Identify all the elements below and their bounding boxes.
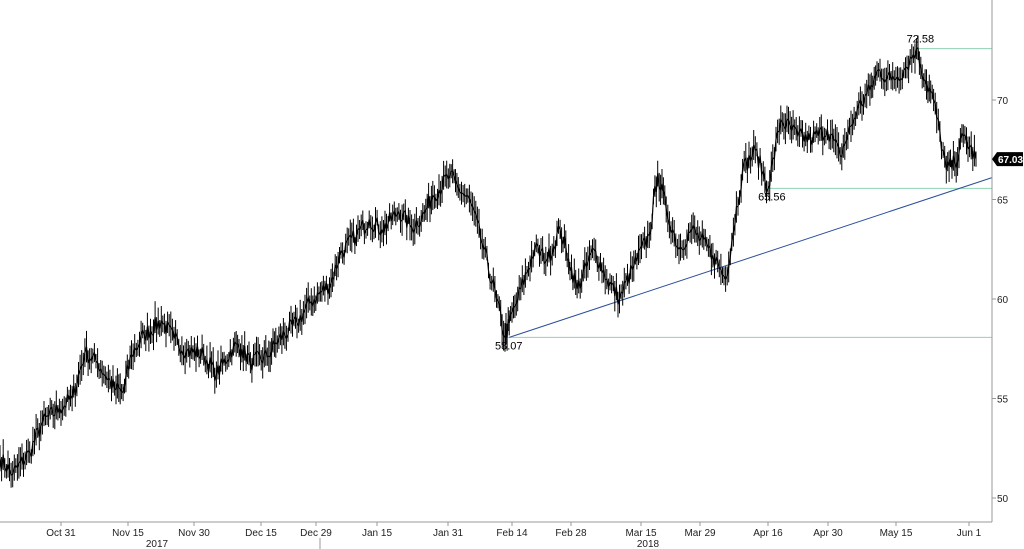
- x-tick-label: Jan 15: [362, 528, 392, 539]
- x-tick-label: May 15: [880, 528, 913, 539]
- annotation-label: 58.07: [495, 340, 523, 352]
- year-label: 2018: [637, 539, 660, 549]
- y-tick-label: 65: [997, 196, 1009, 207]
- x-tick-label: Feb 28: [555, 528, 587, 539]
- x-tick-label: Dec 15: [245, 528, 277, 539]
- x-tick-label: Mar 15: [625, 528, 657, 539]
- trendline-layer: [509, 177, 993, 338]
- x-tick-label: Jan 31: [433, 528, 463, 539]
- support-lines: [504, 48, 992, 338]
- x-tick-label: Mar 29: [684, 528, 716, 539]
- year-label: 2017: [146, 539, 169, 549]
- last-value-tag: 67.03: [992, 152, 1023, 167]
- last-value-label: 67.03: [998, 155, 1023, 166]
- x-tick-label: Apr 30: [813, 528, 843, 539]
- price-series-layer: [0, 35, 977, 488]
- annotation-label: 65.56: [758, 191, 786, 203]
- x-tick-label: Feb 14: [496, 528, 528, 539]
- x-tick-label: Nov 30: [178, 528, 210, 539]
- x-tick-label: Nov 15: [112, 528, 144, 539]
- price-bars: [0, 35, 977, 488]
- price-line: [0, 46, 977, 477]
- trendline: [509, 177, 993, 338]
- x-tick-label: Oct 31: [46, 528, 76, 539]
- y-tick-label: 70: [997, 96, 1009, 107]
- y-tick-label: 55: [997, 395, 1009, 406]
- x-tick-label: Apr 16: [753, 528, 783, 539]
- x-tick-label: Dec 29: [300, 528, 332, 539]
- x-tick-label: Jun 1: [957, 528, 982, 539]
- y-tick-label: 60: [997, 295, 1009, 306]
- annotation-layer: 72.58 65.56 58.07: [495, 34, 934, 353]
- last-value-tag-bg: [992, 152, 1023, 167]
- y-tick-label: 50: [997, 494, 1009, 505]
- annotation-label: 72.58: [907, 34, 935, 46]
